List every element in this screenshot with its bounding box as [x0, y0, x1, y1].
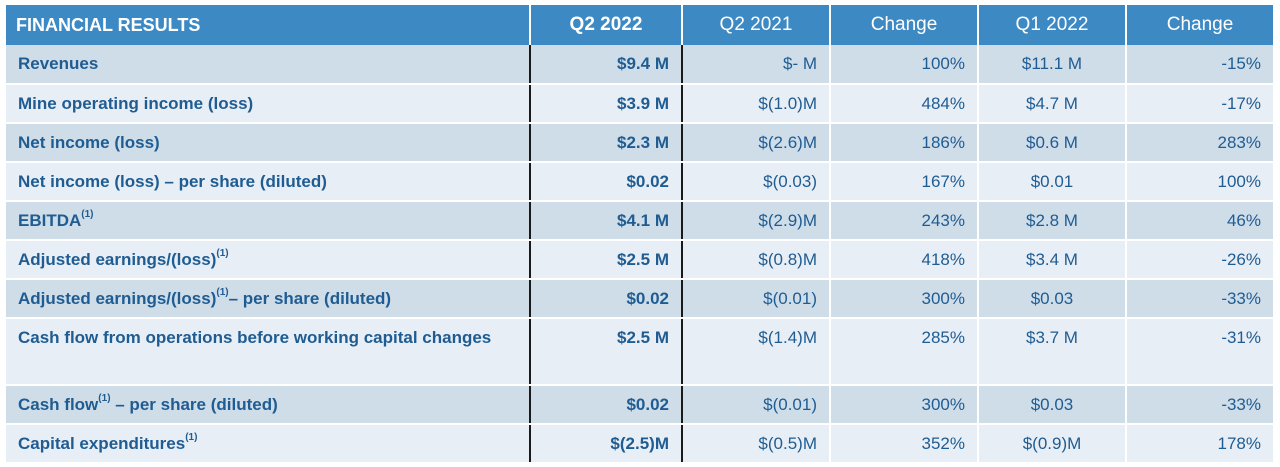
- footnote-marker: (1): [216, 287, 229, 299]
- cell-q1-2022: $11.1 M: [978, 45, 1127, 85]
- row-label-suffix: – per share (diluted): [110, 395, 278, 414]
- cell-change-yoy: 243%: [830, 201, 979, 241]
- table-row: Cash flow from operations before working…: [6, 318, 1273, 386]
- row-label-suffix: – per share (diluted): [228, 289, 392, 308]
- cell-q2-2021: $(0.01): [682, 279, 831, 319]
- table-row: Revenues $9.4 M $- M 100% $11.1 M -15%: [6, 45, 1273, 85]
- footnote-marker: (1): [216, 248, 229, 260]
- table-row: Adjusted earnings/(loss)(1)– per share (…: [6, 279, 1273, 319]
- cell-q1-2022: $3.4 M: [978, 240, 1127, 280]
- row-label-text: Cash flow from operations before working…: [18, 328, 492, 347]
- row-label: EBITDA(1): [6, 201, 531, 241]
- cell-q2-2021: $- M: [682, 45, 831, 85]
- row-label-text: Cash flow: [18, 395, 99, 414]
- row-label-text: Mine operating income (loss): [18, 94, 254, 113]
- header-change-qoq: Change: [1126, 5, 1273, 45]
- row-label: Capital expenditures(1): [6, 424, 531, 464]
- row-label-text: Capital expenditures: [18, 434, 186, 453]
- cell-change-qoq: -33%: [1126, 385, 1273, 425]
- row-label-text: Adjusted earnings/(loss): [18, 250, 217, 269]
- cell-q2-2022: $4.1 M: [530, 201, 683, 241]
- cell-q2-2022: $(2.5)M: [530, 424, 683, 464]
- table-row: Net income (loss) – per share (diluted) …: [6, 162, 1273, 202]
- cell-q2-2021: $(0.03): [682, 162, 831, 202]
- cell-change-qoq: -33%: [1126, 279, 1273, 319]
- cell-change-qoq: -26%: [1126, 240, 1273, 280]
- table-row: Capital expenditures(1) $(2.5)M $(0.5)M …: [6, 424, 1273, 464]
- table-row: EBITDA(1) $4.1 M $(2.9)M 243% $2.8 M 46%: [6, 201, 1273, 241]
- table-row: Adjusted earnings/(loss)(1) $2.5 M $(0.8…: [6, 240, 1273, 280]
- row-label-text: Revenues: [18, 54, 99, 73]
- row-label: Adjusted earnings/(loss)(1)– per share (…: [6, 279, 531, 319]
- table-row: Cash flow(1) – per share (diluted) $0.02…: [6, 385, 1273, 425]
- cell-q2-2022: $9.4 M: [530, 45, 683, 85]
- row-label: Cash flow(1) – per share (diluted): [6, 385, 531, 425]
- cell-q1-2022: $0.01: [978, 162, 1127, 202]
- row-label-text: Net income (loss) – per share (diluted): [18, 172, 327, 191]
- cell-q2-2022: $0.02: [530, 385, 683, 425]
- cell-change-qoq: -31%: [1126, 318, 1273, 386]
- cell-q1-2022: $(0.9)M: [978, 424, 1127, 464]
- row-label: Revenues: [6, 45, 531, 85]
- cell-q2-2021: $(0.5)M: [682, 424, 831, 464]
- table-row: Mine operating income (loss) $3.9 M $(1.…: [6, 84, 1273, 124]
- footnote-marker: (1): [185, 432, 198, 444]
- row-label: Mine operating income (loss): [6, 84, 531, 124]
- cell-change-yoy: 418%: [830, 240, 979, 280]
- cell-q2-2021: $(0.01): [682, 385, 831, 425]
- header-change-yoy: Change: [830, 5, 979, 45]
- cell-q2-2021: $(0.8)M: [682, 240, 831, 280]
- cell-q1-2022: $4.7 M: [978, 84, 1127, 124]
- cell-q2-2022: $2.3 M: [530, 123, 683, 163]
- row-label: Cash flow from operations before working…: [6, 318, 531, 386]
- cell-change-yoy: 167%: [830, 162, 979, 202]
- cell-change-qoq: -15%: [1126, 45, 1273, 85]
- header-q1-2022: Q1 2022: [978, 5, 1127, 45]
- financial-results-table: FINANCIAL RESULTS Q2 2022 Q2 2021 Change…: [6, 5, 1273, 464]
- cell-q2-2022: $2.5 M: [530, 318, 683, 386]
- header-q2-2021: Q2 2021: [682, 5, 831, 45]
- table-row: Net income (loss) $2.3 M $(2.6)M 186% $0…: [6, 123, 1273, 163]
- row-label: Adjusted earnings/(loss)(1): [6, 240, 531, 280]
- cell-change-qoq: -17%: [1126, 84, 1273, 124]
- cell-q2-2021: $(1.0)M: [682, 84, 831, 124]
- footnote-marker: (1): [98, 393, 111, 405]
- cell-q1-2022: $0.6 M: [978, 123, 1127, 163]
- cell-change-yoy: 300%: [830, 279, 979, 319]
- footnote-marker: (1): [81, 209, 94, 221]
- cell-change-qoq: 283%: [1126, 123, 1273, 163]
- cell-change-yoy: 484%: [830, 84, 979, 124]
- cell-q2-2022: $0.02: [530, 162, 683, 202]
- cell-q2-2022: $0.02: [530, 279, 683, 319]
- header-financial-results: FINANCIAL RESULTS: [6, 5, 531, 45]
- cell-q2-2021: $(2.6)M: [682, 123, 831, 163]
- row-label: Net income (loss) – per share (diluted): [6, 162, 531, 202]
- table-header-row: FINANCIAL RESULTS Q2 2022 Q2 2021 Change…: [6, 5, 1273, 45]
- cell-q2-2022: $3.9 M: [530, 84, 683, 124]
- cell-q1-2022: $0.03: [978, 279, 1127, 319]
- cell-q2-2021: $(1.4)M: [682, 318, 831, 386]
- cell-q2-2022: $2.5 M: [530, 240, 683, 280]
- cell-q1-2022: $2.8 M: [978, 201, 1127, 241]
- cell-change-yoy: 186%: [830, 123, 979, 163]
- cell-q1-2022: $0.03: [978, 385, 1127, 425]
- cell-change-qoq: 46%: [1126, 201, 1273, 241]
- row-label-text: Adjusted earnings/(loss): [18, 289, 217, 308]
- cell-q2-2021: $(2.9)M: [682, 201, 831, 241]
- header-q2-2022: Q2 2022: [530, 5, 683, 45]
- cell-change-yoy: 352%: [830, 424, 979, 464]
- cell-change-qoq: 100%: [1126, 162, 1273, 202]
- row-label-text: EBITDA: [18, 211, 82, 230]
- cell-change-yoy: 285%: [830, 318, 979, 386]
- cell-change-qoq: 178%: [1126, 424, 1273, 464]
- cell-change-yoy: 300%: [830, 385, 979, 425]
- cell-q1-2022: $3.7 M: [978, 318, 1127, 386]
- cell-change-yoy: 100%: [830, 45, 979, 85]
- row-label-text: Net income (loss): [18, 133, 160, 152]
- row-label: Net income (loss): [6, 123, 531, 163]
